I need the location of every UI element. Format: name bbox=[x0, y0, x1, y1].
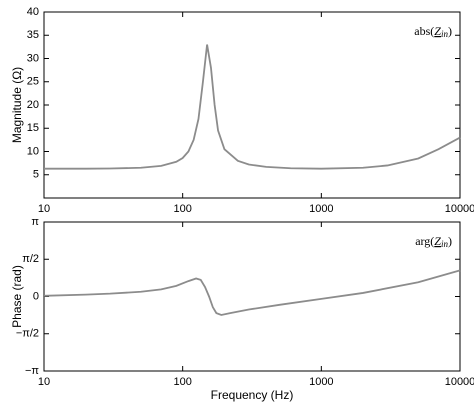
x-tick-label: 100 bbox=[173, 203, 191, 215]
annotation: abs(Zin) bbox=[414, 24, 452, 39]
y-axis-label: Phase (rad) bbox=[10, 265, 24, 328]
annotation-part: abs( bbox=[414, 24, 434, 38]
annotation-part: ) bbox=[448, 24, 452, 38]
y-tick-label: 5 bbox=[33, 169, 39, 181]
x-tick-label: 1000 bbox=[309, 376, 333, 388]
x-tick-label: 10 bbox=[38, 376, 50, 388]
x-axis-label: Frequency (Hz) bbox=[211, 388, 294, 402]
plot-frame bbox=[43, 221, 461, 372]
y-tick-label: 35 bbox=[27, 29, 39, 41]
y-tick-label: 40 bbox=[27, 6, 39, 18]
x-tick-label: 10000 bbox=[445, 203, 474, 215]
plot-frame bbox=[43, 11, 461, 199]
y-tick-label: 20 bbox=[27, 99, 39, 111]
data-line bbox=[43, 269, 461, 316]
x-tick-label: 1000 bbox=[309, 203, 333, 215]
y-tick-label: 15 bbox=[27, 122, 39, 134]
annotation: arg(Zin) bbox=[415, 234, 452, 249]
x-tick-label: 100 bbox=[173, 376, 191, 388]
y-tick-label: 0 bbox=[33, 290, 39, 302]
annotation-part: ) bbox=[448, 234, 452, 248]
y-tick-label: π/2 bbox=[22, 253, 39, 265]
y-axis-label: Magnitude (Ω) bbox=[10, 67, 24, 143]
y-tick-label: 10 bbox=[27, 145, 39, 157]
annotation-part: Z bbox=[434, 24, 441, 38]
y-tick-label: −π bbox=[25, 365, 39, 377]
y-tick-label: 25 bbox=[27, 76, 39, 88]
annotation-part: in bbox=[441, 239, 449, 249]
x-tick-label: 10 bbox=[38, 203, 50, 215]
y-tick-label: π bbox=[31, 216, 39, 228]
y-tick-label: −π/2 bbox=[16, 328, 39, 340]
y-tick-label: 30 bbox=[27, 52, 39, 64]
annotation-part: Z bbox=[434, 234, 441, 248]
data-line bbox=[44, 44, 461, 170]
x-tick-label: 10000 bbox=[445, 376, 474, 388]
annotation-part: in bbox=[441, 29, 449, 39]
annotation-part: arg( bbox=[415, 234, 434, 248]
